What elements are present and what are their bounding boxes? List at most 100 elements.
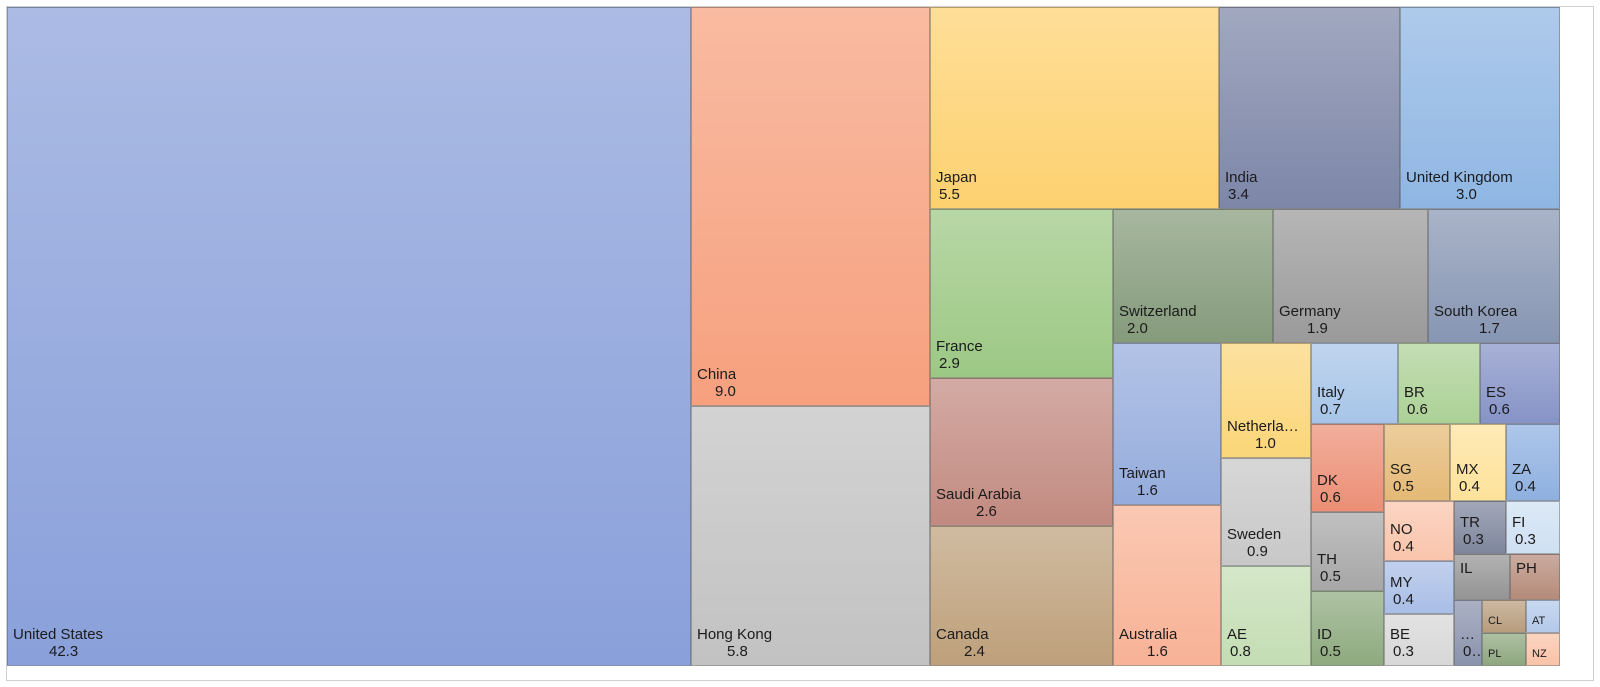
treemap-cell-label: ZA: [1512, 462, 1532, 478]
treemap-cell-pl[interactable]: PL: [1482, 633, 1526, 666]
treemap-cell-value: 0.3: [1515, 531, 1536, 548]
treemap-cell-value: 0.4: [1515, 478, 1536, 495]
treemap-cell-saudi-arabia[interactable]: Saudi Arabia 2.6: [930, 378, 1113, 526]
treemap-cell-value: 2.4: [964, 643, 985, 660]
treemap-cell-japan[interactable]: Japan 5.5: [930, 7, 1219, 209]
treemap-cell-label: Sweden: [1227, 527, 1282, 543]
treemap-cell-label: NO: [1390, 522, 1413, 538]
treemap-cell-ae[interactable]: AE 0.8: [1221, 566, 1311, 666]
treemap-cell-value: 1.0: [1255, 435, 1276, 452]
treemap-cell-value: 9.0: [715, 383, 736, 400]
treemap-cell-label: Australia: [1119, 627, 1178, 643]
treemap-cell-value: 5.5: [939, 186, 960, 203]
treemap-cell-label: France: [936, 339, 983, 355]
treemap-cell-label: TH: [1317, 552, 1337, 568]
treemap-cell-label: Germany: [1279, 304, 1341, 320]
treemap-cell-value: 0.9: [1247, 543, 1268, 560]
treemap-cell-za[interactable]: ZA 0.4: [1506, 424, 1560, 501]
treemap-cell-nz[interactable]: NZ: [1526, 633, 1560, 666]
treemap-cell-label: India: [1225, 170, 1258, 186]
treemap-cell-south-korea[interactable]: South Korea 1.7: [1428, 209, 1560, 343]
treemap-cell-australia[interactable]: Australia 1.6: [1113, 505, 1221, 666]
treemap-cell-taiwan[interactable]: Taiwan 1.6: [1113, 343, 1221, 505]
treemap-cell-label: AT: [1532, 615, 1546, 627]
treemap-cell-no[interactable]: NO 0.4: [1384, 501, 1454, 561]
treemap-cell-value: 0…: [1463, 643, 1481, 660]
treemap-cell-label: ES: [1486, 385, 1507, 401]
treemap-cell-india[interactable]: India 3.4: [1219, 7, 1400, 209]
treemap-cell-france[interactable]: France 2.9: [930, 209, 1113, 378]
treemap-cell-at[interactable]: AT: [1526, 600, 1560, 633]
treemap-cell-germany[interactable]: Germany 1.9: [1273, 209, 1428, 343]
treemap-cell-value: 5.8: [727, 643, 748, 660]
treemap-cell-value: 0.7: [1320, 401, 1341, 418]
treemap-cell-my[interactable]: MY 0.4: [1384, 561, 1454, 614]
treemap-cell-label: FI: [1512, 515, 1526, 531]
treemap-cell-label: PH: [1516, 561, 1537, 577]
treemap-cell-label: MY: [1390, 575, 1413, 591]
treemap-cell-switzerland[interactable]: Switzerland 2.0: [1113, 209, 1273, 343]
treemap-cell-value: 1.6: [1147, 643, 1168, 660]
treemap-cell-value: 0.6: [1489, 401, 1510, 418]
treemap-cell-value: 2.6: [976, 503, 997, 520]
treemap-cell-value: 0.6: [1407, 401, 1428, 418]
treemap-cell-netherla[interactable]: Netherla… 1.0: [1221, 343, 1311, 458]
treemap-cell-cl[interactable]: CL: [1482, 600, 1526, 633]
treemap-cell-br[interactable]: BR 0.6: [1398, 343, 1480, 424]
treemap-cell-sweden[interactable]: Sweden 0.9: [1221, 458, 1311, 566]
treemap-cell-united-states[interactable]: United States 42.3: [7, 7, 691, 666]
treemap-cell-id[interactable]: ID 0.5: [1311, 591, 1384, 666]
treemap-cell-value: 0.3: [1463, 531, 1484, 548]
treemap-cell-united-kingdom[interactable]: United Kingdom 3.0: [1400, 7, 1560, 209]
treemap-cell-label: Switzerland: [1119, 304, 1197, 320]
treemap-cell-value: 0.4: [1393, 591, 1414, 608]
treemap-cell-label: AE: [1227, 627, 1248, 643]
treemap-cell-sg[interactable]: SG 0.5: [1384, 424, 1450, 501]
treemap-cell-hong-kong[interactable]: Hong Kong 5.8: [691, 406, 930, 666]
treemap-cell-label: …: [1460, 627, 1475, 643]
treemap-cell-label: DK: [1317, 473, 1338, 489]
treemap-cell-label: BR: [1404, 385, 1425, 401]
treemap-cell-label: United States: [13, 627, 104, 643]
treemap-cell-value: 1.6: [1137, 482, 1158, 499]
treemap-cell-china[interactable]: China 9.0: [691, 7, 930, 406]
treemap-cell-label: SG: [1390, 462, 1412, 478]
treemap-cell-label: TR: [1460, 515, 1480, 531]
treemap-cell-value: 42.3: [49, 643, 79, 660]
treemap-cell-value: 1.9: [1307, 320, 1328, 337]
treemap-cell-italy[interactable]: Italy 0.7: [1311, 343, 1398, 424]
treemap-cell-label: Hong Kong: [697, 627, 773, 643]
treemap-chart: United States 42.3 China 9.0 Hong Kong 5.8 Jap…: [6, 6, 1594, 681]
treemap-cell-label: China: [697, 367, 737, 383]
treemap-cell-value: 0.6: [1320, 489, 1341, 506]
treemap-cell-label: Japan: [936, 170, 977, 186]
treemap-cell-label: NZ: [1532, 648, 1547, 660]
treemap-cell-ph[interactable]: PH: [1510, 554, 1560, 600]
treemap-cell-value: 0.5: [1393, 478, 1414, 495]
treemap-cell-label: Taiwan: [1119, 466, 1166, 482]
treemap-cell-value: 2.0: [1127, 320, 1148, 337]
treemap-cell-other[interactable]: …0…: [1454, 600, 1482, 666]
treemap-cell-canada[interactable]: Canada 2.4: [930, 526, 1113, 666]
treemap-cell-es[interactable]: ES 0.6: [1480, 343, 1560, 424]
treemap-cell-tr[interactable]: TR 0.3: [1454, 501, 1506, 554]
treemap-cell-label: ID: [1317, 627, 1332, 643]
treemap-cell-fi[interactable]: FI 0.3: [1506, 501, 1560, 554]
treemap-cell-th[interactable]: TH 0.5: [1311, 512, 1384, 591]
treemap-cell-be[interactable]: BE 0.3: [1384, 614, 1454, 666]
treemap-cell-label: CL: [1488, 615, 1503, 627]
treemap-cell-value: 2.9: [939, 355, 960, 372]
treemap-cell-il[interactable]: IL: [1454, 554, 1510, 600]
treemap-cell-label: South Korea: [1434, 304, 1518, 320]
treemap-cell-value: 0.4: [1459, 478, 1480, 495]
treemap-cell-mx[interactable]: MX 0.4: [1450, 424, 1506, 501]
treemap-cell-label: PL: [1488, 648, 1502, 660]
treemap-cell-label: IL: [1460, 561, 1473, 577]
treemap-cell-value: 3.4: [1228, 186, 1249, 203]
treemap-cell-label: Netherla…: [1227, 419, 1299, 435]
treemap-cell-dk[interactable]: DK 0.6: [1311, 424, 1384, 512]
treemap-cell-value: 0.3: [1393, 643, 1414, 660]
treemap-cell-label: Italy: [1317, 385, 1345, 401]
treemap-cell-label: United Kingdom: [1406, 170, 1513, 186]
treemap-cell-label: MX: [1456, 462, 1479, 478]
